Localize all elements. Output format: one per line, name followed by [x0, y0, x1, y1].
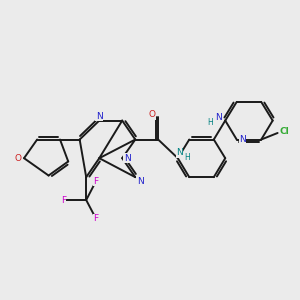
Text: H: H [208, 118, 213, 127]
Text: F: F [61, 196, 66, 205]
Text: O: O [149, 110, 156, 119]
Text: N: N [96, 112, 103, 121]
Text: N: N [176, 148, 183, 158]
Text: N: N [137, 177, 144, 186]
Text: F: F [94, 177, 99, 186]
Text: N: N [124, 154, 130, 163]
Text: N: N [215, 113, 221, 122]
Text: N: N [215, 113, 221, 122]
Text: N: N [239, 135, 246, 144]
Text: Cl: Cl [280, 127, 290, 136]
Text: O: O [15, 154, 22, 163]
Text: H: H [184, 153, 190, 162]
Text: F: F [94, 214, 99, 223]
